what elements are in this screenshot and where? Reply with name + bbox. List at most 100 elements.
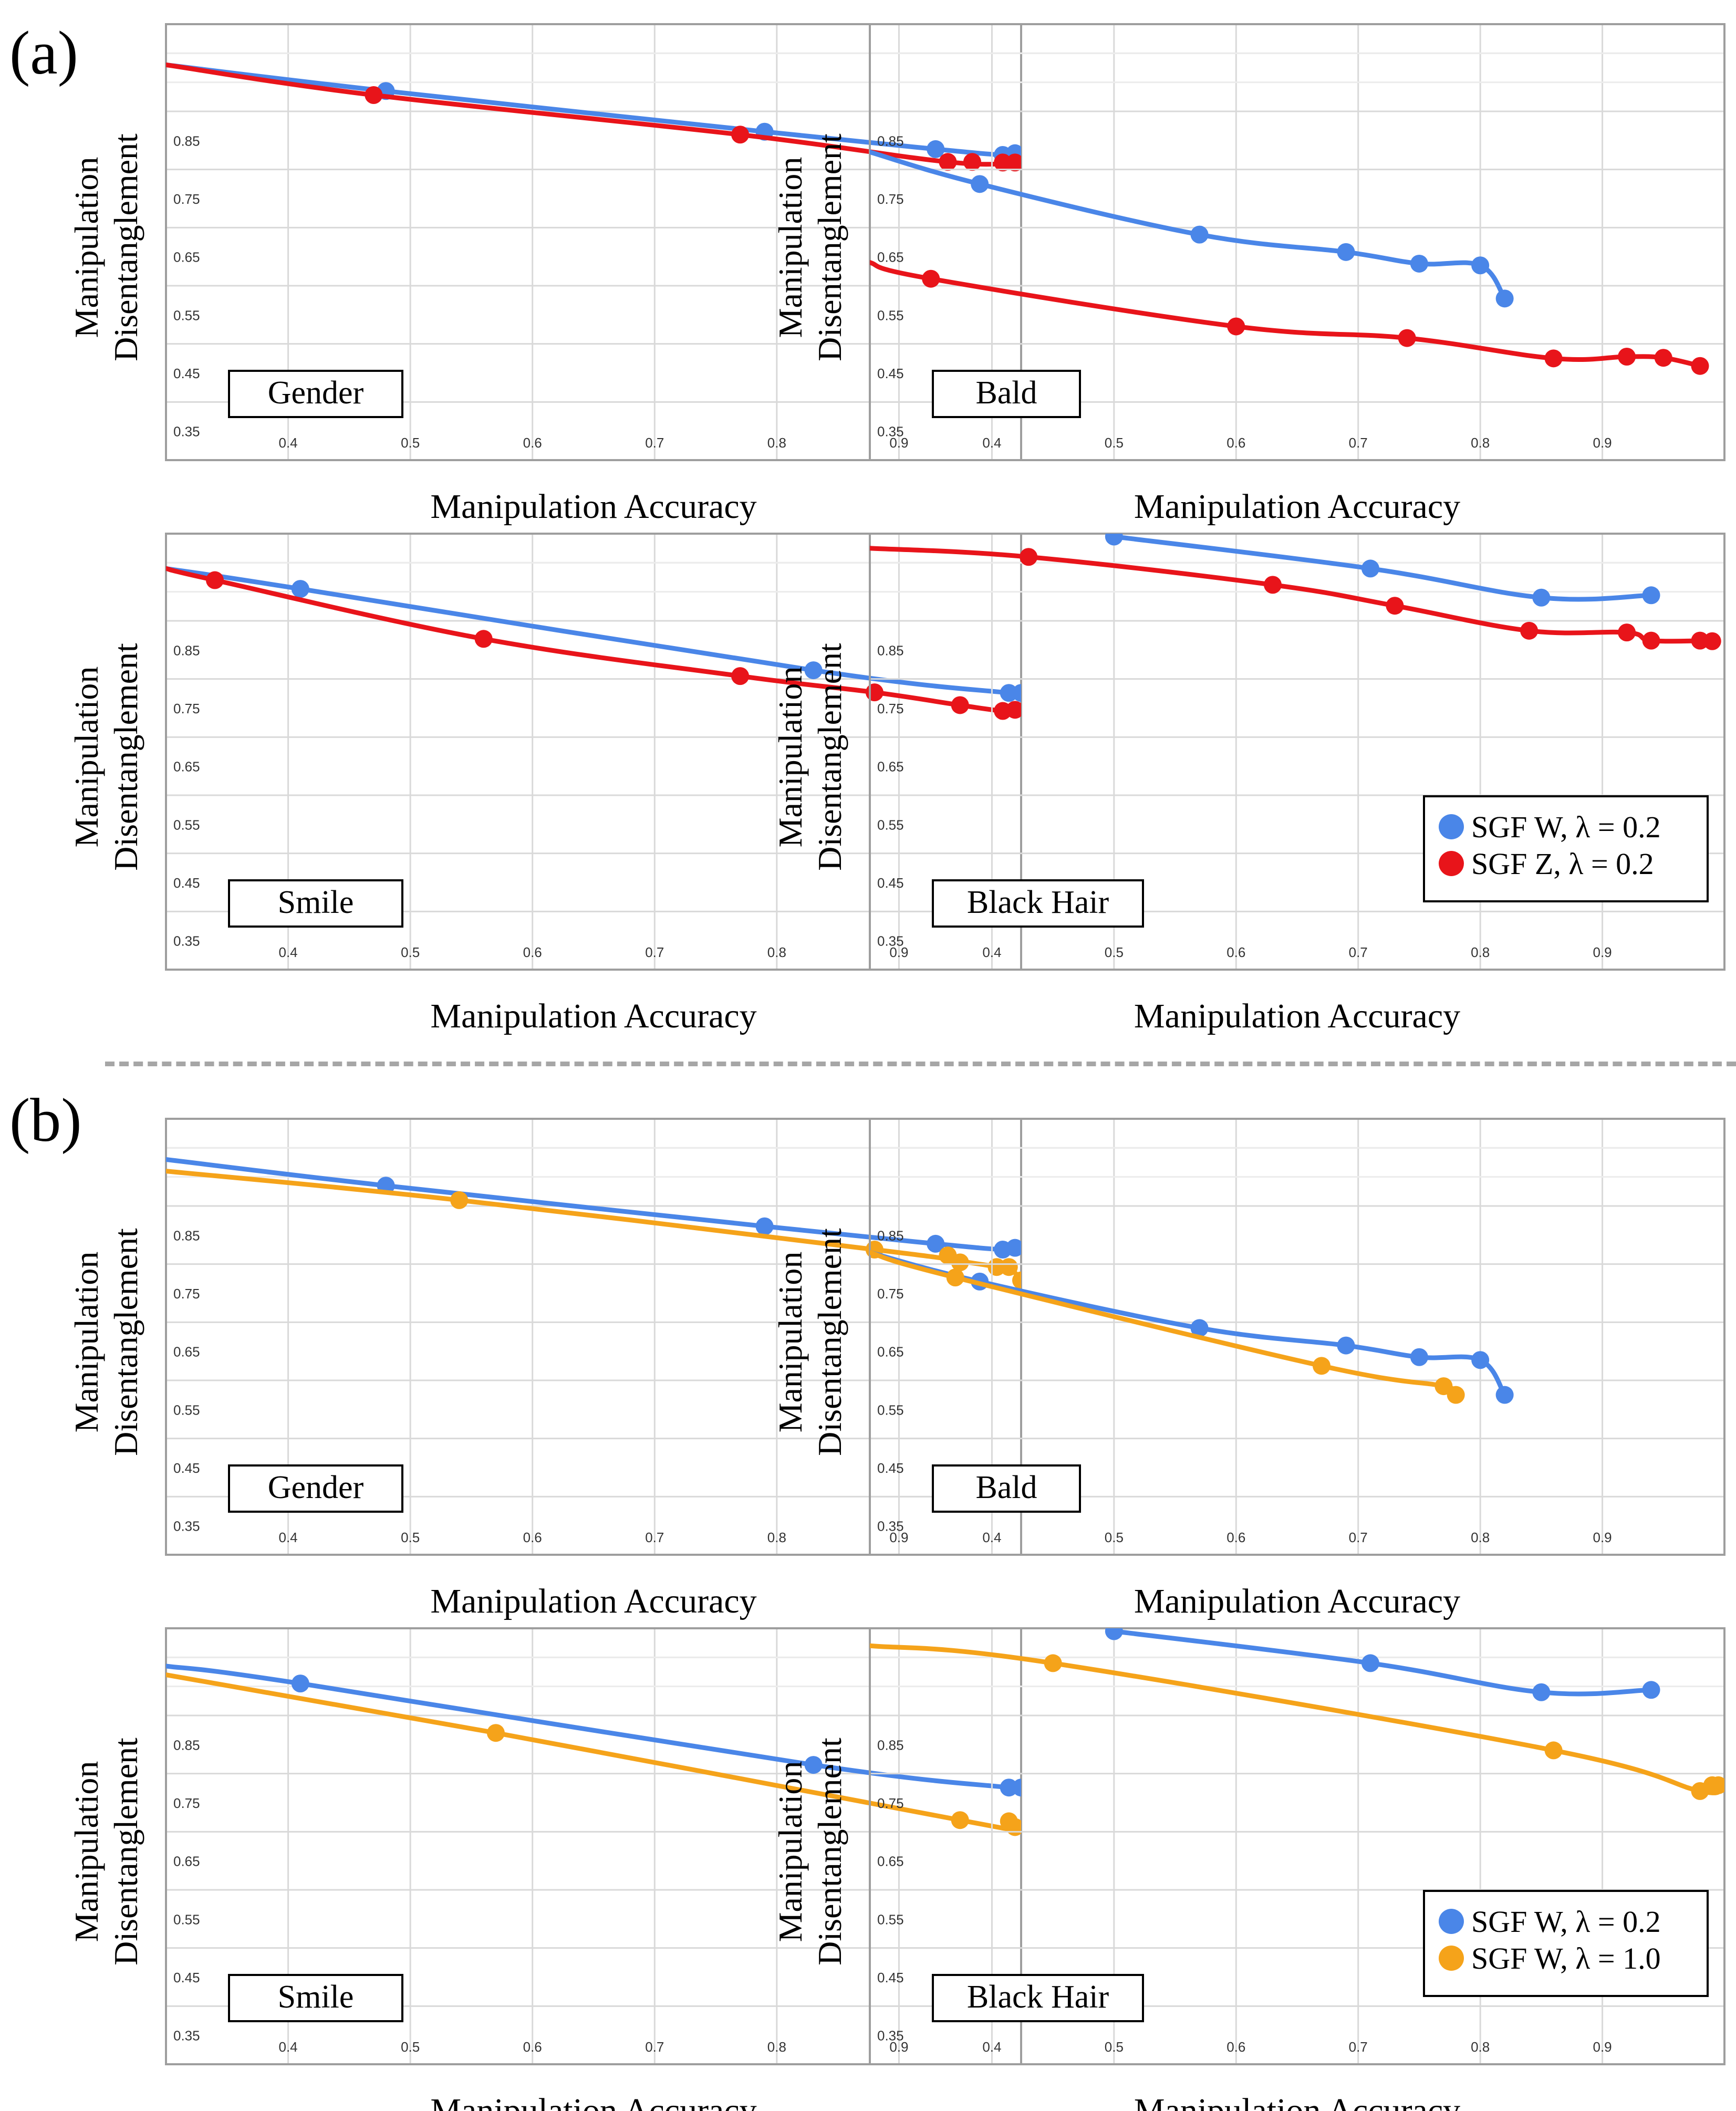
- x-axis-label-a-black-hair: Manipulation Accuracy: [1134, 997, 1460, 1035]
- series-group-a-bald: [870, 150, 1709, 375]
- data-point-blue: [1532, 588, 1551, 607]
- title-box-a-bald: [932, 370, 1081, 418]
- y-axis-label-line1-b-black-hair: Manipulation: [772, 1761, 809, 1942]
- y-tick-label: 0.35: [877, 2028, 904, 2044]
- x-axis-label-b-bald: Manipulation Accuracy: [1134, 1582, 1460, 1620]
- chart-title-a-gender: Gender: [268, 375, 364, 411]
- series-group-b-bald: [870, 1250, 1514, 1404]
- y-tick-label: 0.65: [173, 1854, 200, 1869]
- data-point-blue: [1410, 1348, 1428, 1366]
- data-point-blue: [1361, 1654, 1379, 1672]
- data-point-blue: [1000, 684, 1018, 702]
- y-axis-label-line2-b-bald: Disentanglement: [811, 1228, 848, 1456]
- x-tick-label: 0.4: [278, 2039, 297, 2055]
- y-tick-label: 0.75: [877, 701, 904, 716]
- data-point-red: [939, 153, 957, 171]
- x-axis-label-b-black-hair: Manipulation Accuracy: [1134, 2092, 1460, 2111]
- y-axis-label-line1-b-bald: Manipulation: [772, 1252, 809, 1433]
- data-point-red: [206, 571, 224, 589]
- chart-b-bald: 0.35 0.45 0.55 0.65 0.75 0.85 0.4 0.5 0.6 0.7 0.8 0…: [772, 1118, 1725, 1620]
- y-axis-label-line2-a-gender: Disentanglement: [107, 133, 144, 361]
- data-point-orange: [1447, 1386, 1465, 1404]
- legend-label-blue: SGF W, λ = 0.2: [1471, 1905, 1661, 1939]
- data-point-blue: [1495, 1386, 1514, 1404]
- data-point-red: [1703, 632, 1721, 650]
- data-point-red: [922, 269, 940, 288]
- data-point-blue: [291, 1675, 309, 1693]
- chart-a-black-hair: 0.35 0.45 0.55 0.65 0.75 0.85 0.4 0.5 0.6 0.7 0.8 0…: [772, 533, 1725, 1035]
- x-tick-label: 0.6: [1226, 944, 1245, 960]
- x-tick-label: 0.9: [889, 2039, 908, 2055]
- title-box-a-black-hair: [932, 879, 1144, 928]
- data-point-blue: [1012, 1779, 1021, 1797]
- data-point-blue: [1190, 1319, 1209, 1337]
- y-axis-label-line2-a-smile: Disentanglement: [107, 643, 144, 871]
- title-box-a-smile: [228, 879, 403, 928]
- x-tick-label: 0.9: [1593, 2039, 1612, 2055]
- legend-marker-blue: [1439, 814, 1464, 839]
- data-point-red: [474, 630, 493, 648]
- series-line-red: [870, 260, 1702, 369]
- y-tick-label: 0.45: [173, 1460, 200, 1476]
- plot-frame-b-black-hair: [869, 1627, 1725, 2065]
- plot-frame-a-black-hair: [869, 533, 1725, 971]
- data-point-blue: [1642, 586, 1660, 605]
- y-tick-label: 0.55: [877, 817, 904, 833]
- x-tick-label: 0.8: [1471, 944, 1490, 960]
- section-label-a: (a): [9, 18, 78, 87]
- data-point-red: [1618, 348, 1636, 366]
- title-box-b-smile: [228, 1974, 403, 2022]
- y-tick-label: 0.85: [173, 1228, 200, 1243]
- plot-frame-b-smile: [165, 1627, 1022, 2065]
- data-point-red: [1642, 631, 1660, 650]
- x-tick-label: 0.5: [1105, 2039, 1124, 2055]
- x-tick-label: 0.8: [1471, 435, 1490, 451]
- x-tick-label: 0.5: [401, 435, 420, 451]
- x-tick-label: 0.9: [1593, 1530, 1612, 1545]
- data-point-red: [994, 153, 1012, 172]
- data-point-blue: [927, 1234, 945, 1253]
- x-tick-label: 0.7: [1349, 435, 1368, 451]
- chart-a-smile: 0.35 0.45 0.55 0.65 0.75 0.85 0.4 0.5 0.6 0.7 0.8 0…: [68, 533, 1022, 1035]
- x-tick-label: 0.6: [1226, 2039, 1245, 2055]
- data-point-red: [1398, 329, 1416, 347]
- series-line-blue: [1111, 1629, 1654, 1697]
- data-point-red: [1264, 576, 1282, 594]
- data-point-blue: [755, 1217, 774, 1235]
- chart-title-a-black-hair: Black Hair: [967, 885, 1109, 920]
- series-group-a-black-hair: [870, 534, 1721, 650]
- chart-title-b-black-hair: Black Hair: [967, 1979, 1109, 2015]
- y-axis-label-line2-a-black-hair: Disentanglement: [811, 643, 848, 871]
- x-tick-label: 0.7: [645, 2039, 664, 2055]
- y-tick-label: 0.55: [877, 1402, 904, 1418]
- data-point-blue: [1006, 1239, 1021, 1257]
- y-tick-label: 0.85: [877, 1737, 904, 1753]
- x-tick-label: 0.5: [1105, 435, 1124, 451]
- data-point-orange: [1544, 1741, 1563, 1760]
- x-tick-label: 0.8: [767, 944, 786, 960]
- y-tick-label: 0.75: [173, 1286, 200, 1302]
- plot-frame-a-smile: [165, 533, 1022, 971]
- y-tick-label: 0.55: [173, 1402, 200, 1418]
- data-point-blue: [1361, 559, 1379, 578]
- data-point-orange: [951, 1253, 969, 1272]
- series-group-a-gender: [166, 63, 1021, 172]
- x-tick-label: 0.6: [1226, 1530, 1245, 1545]
- data-point-orange: [1012, 1271, 1021, 1290]
- series-line-blue: [1111, 534, 1654, 602]
- data-point-orange: [1000, 1258, 1018, 1276]
- data-point-blue: [1105, 1628, 1123, 1640]
- y-tick-label: 0.35: [173, 933, 200, 949]
- y-tick-label: 0.75: [877, 1795, 904, 1811]
- section-divider: [105, 1062, 1736, 1066]
- x-tick-label: 0.9: [889, 944, 908, 960]
- chart-b-smile: 0.35 0.45 0.55 0.65 0.75 0.85 0.4 0.5 0.6 0.7 0.8 0…: [68, 1627, 1022, 2111]
- plot-frame-a-bald: [869, 23, 1725, 461]
- x-axis-label-a-bald: Manipulation Accuracy: [1134, 487, 1460, 526]
- x-tick-label: 0.4: [278, 944, 297, 960]
- x-axis-label-a-gender: Manipulation Accuracy: [430, 487, 756, 526]
- section-label-b: (b): [9, 1086, 82, 1155]
- plot-frame-a-gender: [165, 23, 1022, 461]
